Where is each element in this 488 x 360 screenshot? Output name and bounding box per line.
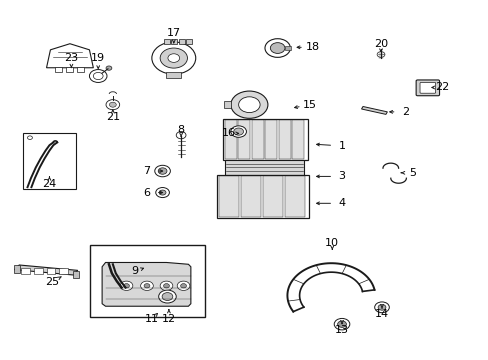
Bar [73, 271, 79, 278]
Polygon shape [102, 262, 190, 306]
Circle shape [374, 302, 388, 313]
FancyBboxPatch shape [419, 82, 435, 93]
Bar [263, 176, 283, 217]
Circle shape [233, 128, 243, 135]
Bar [224, 120, 237, 159]
Bar [241, 176, 261, 217]
Text: 2: 2 [401, 107, 408, 117]
Text: 17: 17 [166, 28, 181, 38]
Text: 1: 1 [338, 141, 345, 151]
Circle shape [123, 284, 129, 288]
Bar [238, 120, 250, 159]
Circle shape [158, 168, 166, 174]
Circle shape [106, 100, 120, 110]
Bar [66, 67, 73, 72]
Circle shape [337, 321, 346, 327]
Text: 5: 5 [408, 168, 415, 178]
Text: 19: 19 [91, 53, 105, 63]
Circle shape [377, 305, 385, 310]
Text: 25: 25 [45, 277, 59, 287]
Polygon shape [14, 265, 78, 275]
Bar [224, 160, 304, 175]
Polygon shape [46, 44, 93, 68]
Circle shape [155, 165, 170, 177]
Text: 20: 20 [373, 39, 387, 49]
Bar [251, 120, 263, 159]
Bar [278, 120, 290, 159]
Bar [22, 134, 76, 189]
Circle shape [230, 126, 246, 137]
Bar [216, 175, 309, 218]
Text: 9: 9 [131, 266, 138, 276]
Bar [55, 67, 62, 72]
Circle shape [106, 66, 112, 70]
Text: 4: 4 [338, 198, 345, 208]
Bar [285, 176, 305, 217]
Circle shape [176, 132, 185, 139]
Bar [34, 268, 42, 274]
Polygon shape [361, 107, 386, 114]
Bar [163, 39, 169, 44]
Bar [222, 119, 307, 160]
Circle shape [160, 281, 172, 291]
Circle shape [156, 188, 169, 198]
Bar [178, 39, 184, 44]
Text: 13: 13 [334, 325, 348, 335]
Text: 22: 22 [434, 82, 448, 93]
Circle shape [270, 42, 285, 53]
Circle shape [230, 91, 267, 118]
Bar [77, 67, 84, 72]
Bar [264, 120, 277, 159]
Text: 18: 18 [305, 42, 319, 52]
Text: 21: 21 [105, 112, 120, 122]
Text: 14: 14 [374, 310, 388, 319]
Bar [59, 268, 68, 274]
Circle shape [141, 281, 153, 291]
Circle shape [152, 42, 195, 74]
Text: 12: 12 [162, 314, 176, 324]
Bar [223, 101, 230, 108]
Circle shape [180, 284, 186, 288]
Circle shape [264, 39, 290, 57]
FancyBboxPatch shape [415, 80, 439, 96]
Bar [21, 268, 30, 274]
Text: 23: 23 [64, 53, 78, 63]
Text: 3: 3 [338, 171, 345, 181]
Bar [291, 120, 304, 159]
Circle shape [376, 51, 384, 57]
Bar [285, 46, 290, 50]
Bar [219, 176, 239, 217]
Circle shape [160, 48, 187, 68]
Bar [14, 265, 20, 273]
Text: 24: 24 [42, 179, 57, 189]
Text: 16: 16 [222, 129, 235, 138]
Text: 8: 8 [177, 125, 184, 135]
Bar [46, 268, 55, 274]
Bar [171, 39, 177, 44]
Text: 15: 15 [303, 100, 317, 110]
Circle shape [89, 69, 107, 82]
Circle shape [144, 284, 150, 288]
Text: 11: 11 [144, 314, 159, 324]
Text: 10: 10 [325, 238, 339, 248]
Circle shape [238, 97, 260, 113]
Bar [90, 245, 204, 317]
Circle shape [333, 319, 349, 330]
Circle shape [162, 293, 172, 301]
Text: 6: 6 [143, 188, 150, 198]
Circle shape [109, 102, 116, 107]
Circle shape [177, 281, 189, 291]
Circle shape [167, 54, 179, 62]
Bar [185, 39, 191, 44]
Circle shape [120, 281, 133, 291]
Circle shape [93, 72, 103, 80]
Circle shape [163, 284, 169, 288]
Circle shape [27, 136, 32, 139]
Circle shape [158, 290, 176, 303]
Circle shape [159, 190, 165, 195]
Text: 7: 7 [143, 166, 150, 176]
Bar [166, 72, 181, 78]
